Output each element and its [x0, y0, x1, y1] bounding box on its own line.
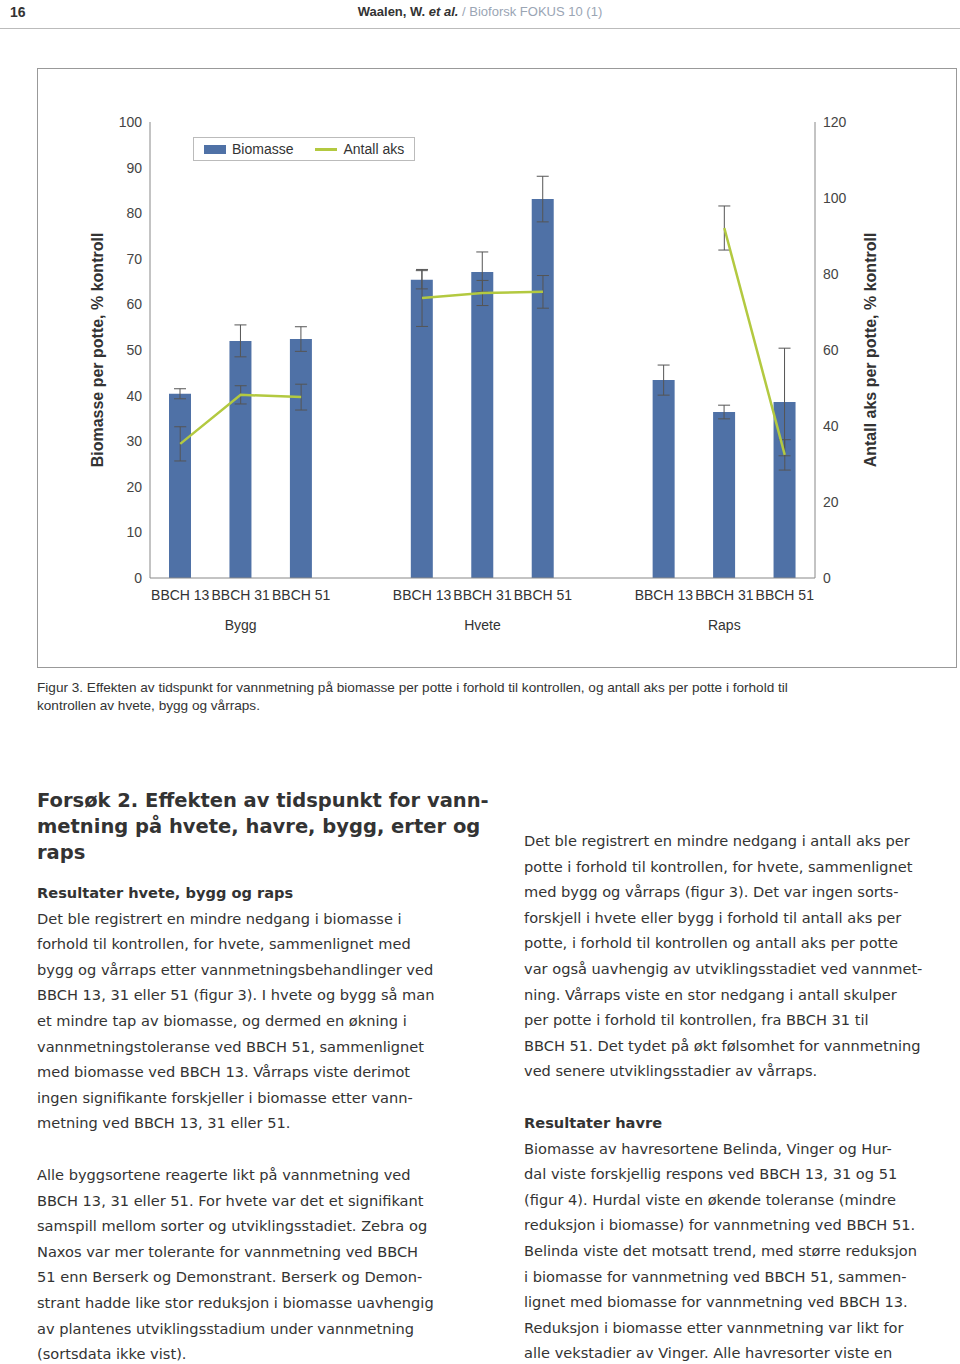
html-text:BBCH 13, 31 eller 51 (figur 3): BBCH 13, 31 eller 51 (figur 3). I hvete …: [37, 986, 435, 1004]
html-text:Waalen, W. et al. / Bioforsk F: Waalen, W. et al. / Bioforsk FOKUS 10 (1…: [357, 4, 603, 19]
html-text:BBCH 13, 31 eller 51. For hvet: BBCH 13, 31 eller 51. For hvete var det …: [37, 1191, 424, 1209]
html-text:med bygg og vårraps (figur 3).: med bygg og vårraps (figur 3). Det var i…: [524, 883, 899, 901]
svg-text:20: 20: [126, 479, 142, 495]
html-text:metning på hvete, havre, bygg,: metning på hvete, havre, bygg, erter og: [37, 815, 481, 838]
svg-text:BBCH 13: BBCH 13: [151, 587, 210, 603]
html-text:Forsøk 2. Effekten av tidspunk: Forsøk 2. Effekten av tidspunkt for vann…: [37, 789, 489, 812]
svg-text:40: 40: [823, 418, 839, 434]
html-text:av plantenes utviklingsstadium: av plantenes utviklingsstadium under van…: [37, 1319, 415, 1337]
html-text:metning ved BBCH 13, 31 eller: metning ved BBCH 13, 31 eller 51.: [37, 1114, 291, 1132]
svg-text:20: 20: [823, 494, 839, 510]
html-text:raps: raps: [37, 841, 86, 864]
html-text:samspill mellom sorter og utvi: samspill mellom sorter og utviklingsstad…: [37, 1217, 428, 1235]
html-text:(sortsdata ikke vist).: (sortsdata ikke vist).: [37, 1345, 187, 1363]
html-text:reduksjon i biomasse) for vann: reduksjon i biomasse) for vannmetning ve…: [524, 1216, 916, 1234]
html-text:BBCH 51. Det tydet på økt føls: BBCH 51. Det tydet på økt følsomhet for …: [524, 1036, 921, 1054]
svg-text:BBCH 51: BBCH 51: [272, 587, 331, 603]
html-text:dal viste forskjellig respons: dal viste forskjellig respons ved BBCH 1…: [524, 1165, 898, 1183]
html-text:kontrollen av hvete, bygg og v: kontrollen av hvete, bygg og vårraps.: [37, 698, 260, 713]
html-text:Naxos var mer tolerante for va: Naxos var mer tolerante for vannmetning …: [37, 1242, 419, 1260]
html-text:ved senere utviklingsstadier a: ved senere utviklingsstadier av vårraps.: [524, 1062, 818, 1080]
svg-text:80: 80: [126, 205, 142, 221]
svg-text:BBCH 13: BBCH 13: [393, 587, 452, 603]
svg-text:80: 80: [823, 266, 839, 282]
html-text:med biomasse ved BBCH 13. Vårr: med biomasse ved BBCH 13. Vårraps viste …: [37, 1063, 410, 1081]
svg-text:BBCH 31: BBCH 31: [695, 587, 754, 603]
svg-text:70: 70: [126, 251, 142, 267]
html-text:alle vekstadier av Vinger. All: alle vekstadier av Vinger. Alle havresor…: [524, 1344, 893, 1362]
html-text:Alle byggsortene reagerte likt: Alle byggsortene reagerte likt på vannme…: [37, 1165, 411, 1183]
svg-text:BBCH 51: BBCH 51: [514, 587, 573, 603]
html-text:Belinda viste det motsatt tren: Belinda viste det motsatt trend, med stø…: [524, 1241, 917, 1259]
html-text:Resultater havre: Resultater havre: [524, 1113, 662, 1131]
html-text:Reduksjon i biomasse etter van: Reduksjon i biomasse etter vannmetning v…: [524, 1318, 904, 1336]
svg-text:BBCH 31: BBCH 31: [453, 587, 512, 603]
html-text:et mindre tap av biomasse, og: et mindre tap av biomasse, og dermed en …: [37, 1012, 407, 1029]
svg-text:100: 100: [823, 190, 847, 206]
svg-text:30: 30: [126, 433, 142, 449]
html-text:Antall aks: Antall aks: [343, 141, 405, 157]
html-text:Biomasse: Biomasse: [232, 141, 294, 157]
svg-text:90: 90: [126, 160, 142, 176]
html-text:Biomasse per potte, % kontroll: Biomasse per potte, % kontroll: [89, 232, 106, 468]
html-text:strant hadde like stor reduksj: strant hadde like stor reduksjon i bioma…: [37, 1293, 434, 1311]
html-text:Resultater hvete, bygg og raps: Resultater hvete, bygg og raps: [37, 884, 294, 901]
html-text:forskjell i hvete eller bygg i: forskjell i hvete eller bygg i forhold t…: [524, 908, 902, 926]
html-text:16: 16: [10, 4, 26, 20]
html-text:lignet med biomasse for vannme: lignet med biomasse for vannmetning ved …: [524, 1293, 908, 1311]
svg-text:0: 0: [134, 570, 142, 586]
svg-text:Hvete: Hvete: [464, 617, 501, 633]
svg-text:BBCH 13: BBCH 13: [635, 587, 694, 603]
svg-text:10: 10: [126, 524, 142, 540]
svg-text:BBCH 51: BBCH 51: [756, 587, 815, 603]
svg-text:Raps: Raps: [708, 617, 741, 633]
html-text:potte, i forhold til kontrolle: potte, i forhold til kontrollen og antal…: [524, 934, 898, 952]
html-text:i biomasse for vannmetning ved: i biomasse for vannmetning ved BBCH 51, …: [524, 1267, 907, 1285]
html-text:Biomasse av havresortene Belin: Biomasse av havresortene Belinda, Vinger…: [524, 1139, 892, 1157]
svg-text:60: 60: [823, 342, 839, 358]
html-text:per potte i forhold til kontro: per potte i forhold til kontrollen, fra …: [524, 1011, 869, 1029]
html-text:forhold til kontrollen, for hv: forhold til kontrollen, for hvete, samme…: [37, 935, 411, 953]
svg-text:40: 40: [126, 388, 142, 404]
svg-text:0: 0: [823, 570, 831, 586]
html-text:ingen signifikante forskjeller: ingen signifikante forskjeller i biomass…: [37, 1088, 413, 1106]
html-text:ning. Vårraps viste en stor ne: ning. Vårraps viste en stor nedgang i an…: [524, 985, 897, 1003]
html-text:Figur 3. Effekten av tidspunkt: Figur 3. Effekten av tidspunkt for vannm…: [37, 680, 788, 695]
html-text:Det ble registrert en mindre n: Det ble registrert en mindre nedgang i b…: [37, 909, 402, 927]
svg-text:50: 50: [126, 342, 142, 358]
html-text:bygg og vårraps etter vannmetn: bygg og vårraps etter vannmetningsbehand…: [37, 960, 434, 978]
svg-text:BBCH 31: BBCH 31: [212, 587, 271, 603]
html-text:vannmetningstoleranse ved BBCH: vannmetningstoleranse ved BBCH 51, samme…: [37, 1037, 424, 1055]
html-text:(figur 4). Hurdal viste en øke: (figur 4). Hurdal viste en økende tolera…: [524, 1190, 896, 1208]
svg-text:Bygg: Bygg: [225, 617, 257, 633]
svg-text:100: 100: [119, 114, 143, 130]
html-text:Antall aks per potte, % kontro: Antall aks per potte, % kontroll: [862, 232, 879, 468]
svg-text:120: 120: [823, 114, 847, 130]
html-text:51 enn Berserk og Demonstrant.: 51 enn Berserk og Demonstrant. Berserk o…: [37, 1268, 423, 1286]
html-text:var også uavhengig av utviklin: var også uavhengig av utviklingsstadiet …: [524, 960, 923, 977]
svg-text:60: 60: [126, 296, 142, 312]
html-text:potte i forhold til kontrollen: potte i forhold til kontrollen, for hvet…: [524, 857, 913, 875]
html-text:Det ble registrert en mindre n: Det ble registrert en mindre nedgang i a…: [524, 832, 910, 849]
